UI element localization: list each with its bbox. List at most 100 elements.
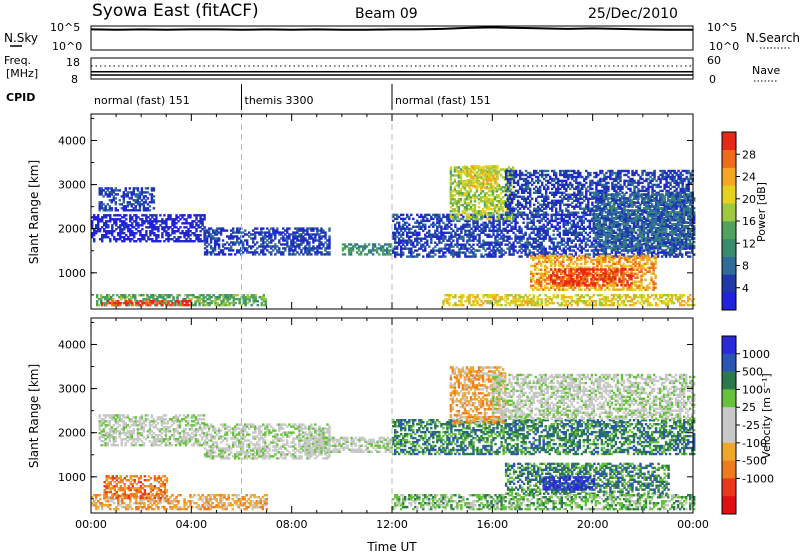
echo-cell <box>693 215 696 219</box>
echo-cell <box>468 247 471 250</box>
echo-cell <box>408 227 411 230</box>
echo-cell <box>524 225 527 228</box>
echo-cell <box>246 239 249 242</box>
echo-cell <box>446 239 449 242</box>
echo-cell <box>516 215 519 219</box>
echo-cell <box>284 233 287 236</box>
echo-cell <box>198 294 201 297</box>
echo-cell <box>185 303 188 307</box>
echo-cell <box>552 241 555 244</box>
echo-cell <box>108 195 111 198</box>
echo-cell <box>420 221 423 224</box>
echo-cell <box>151 240 154 243</box>
echo-cell <box>177 230 180 233</box>
echo-cell <box>145 214 148 217</box>
echo-cell <box>93 240 96 243</box>
echo-cell <box>122 201 125 204</box>
echo-cell <box>382 247 385 250</box>
echo-cell <box>310 237 313 240</box>
echo-cell <box>100 193 103 196</box>
echo-cell <box>394 251 397 254</box>
echo-cell <box>562 239 565 242</box>
echo-cell <box>367 251 371 254</box>
echo-cell <box>420 213 423 217</box>
echo-cell <box>236 239 239 242</box>
echo-cell <box>128 203 131 206</box>
echo-cell <box>141 301 144 305</box>
echo-cell <box>668 255 672 258</box>
echo-cell <box>101 236 104 239</box>
echo-cell <box>638 249 642 252</box>
echo-cell <box>312 233 315 236</box>
echo-cell <box>466 247 469 250</box>
echo-cell <box>626 245 630 248</box>
echo-cell <box>522 221 525 224</box>
echo-cell <box>91 216 94 219</box>
echo-cell <box>206 294 209 297</box>
echo-cell <box>204 296 207 299</box>
echo-cell <box>608 239 612 242</box>
echo-cell <box>124 209 127 212</box>
date-label: 25/Dec/2010 <box>588 6 678 22</box>
echo-cell <box>162 294 165 297</box>
echo-cell <box>638 247 642 250</box>
echo-cell <box>600 253 604 256</box>
echo-cell <box>137 216 140 219</box>
echo-cell <box>662 251 666 254</box>
echo-cell <box>106 195 109 198</box>
echo-cell <box>93 234 96 237</box>
echo-cell <box>143 234 146 237</box>
echo-cell <box>230 247 233 250</box>
echo-cell <box>141 224 144 227</box>
echo-cell <box>149 300 152 303</box>
echo-cell <box>262 296 265 299</box>
echo-cell <box>164 298 167 301</box>
echo-cell <box>396 215 399 219</box>
echo-cell <box>406 231 409 234</box>
echo-cell <box>430 215 433 219</box>
echo-cell <box>96 300 99 303</box>
echo-cell <box>494 251 497 254</box>
echo-cell <box>351 249 355 252</box>
echo-cell <box>230 229 233 232</box>
echo-cell <box>236 227 239 230</box>
echo-cell <box>318 233 321 236</box>
echo-cell <box>119 228 122 231</box>
echo-cell <box>396 251 399 254</box>
echo-cell <box>488 221 491 224</box>
echo-cell <box>361 247 365 250</box>
echo-cell <box>254 231 257 234</box>
echo-cell <box>155 218 158 221</box>
echo-cell <box>135 240 138 243</box>
echo-cell <box>252 237 255 240</box>
echo-cell <box>588 231 592 234</box>
echo-cell <box>626 251 630 254</box>
echo-cell <box>470 231 473 234</box>
echo-cell <box>179 232 182 235</box>
echo-cell <box>542 251 545 254</box>
echo-cell <box>298 243 301 246</box>
echo-cell <box>475 210 479 213</box>
echo-cell <box>638 253 642 256</box>
echo-cell <box>272 249 275 252</box>
echo-cell <box>458 243 461 246</box>
echo-cell <box>570 225 573 228</box>
echo-cell <box>457 213 461 217</box>
echo-cell <box>102 189 105 192</box>
echo-cell <box>687 215 690 219</box>
echo-cell <box>189 303 192 307</box>
echo-cell <box>119 303 122 307</box>
echo-cell <box>410 253 413 256</box>
echo-cell <box>300 239 303 242</box>
echo-cell <box>217 237 221 240</box>
echo-cell <box>660 243 664 246</box>
echo-cell <box>489 213 493 217</box>
echo-cell <box>548 247 551 250</box>
echo-cell <box>547 169 550 173</box>
echo-cell <box>274 233 277 236</box>
echo-cell <box>590 245 594 248</box>
echo-cell <box>106 193 109 196</box>
echo-cell <box>568 221 571 224</box>
echo-cell <box>278 251 281 254</box>
echo-cell <box>422 245 425 248</box>
